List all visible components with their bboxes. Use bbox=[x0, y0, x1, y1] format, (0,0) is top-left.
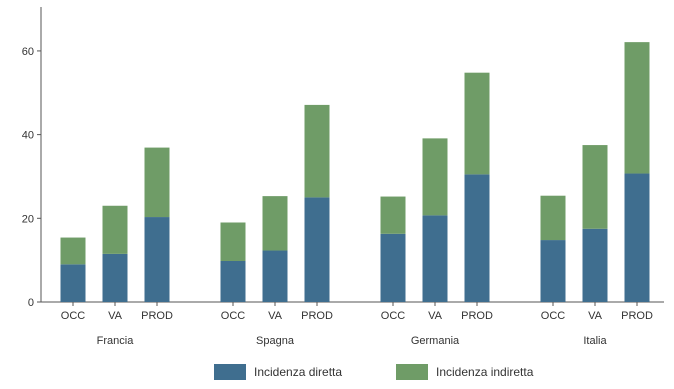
bar-segment-diretta bbox=[144, 217, 170, 302]
x-labels: OCC VA PROD OCC VA PROD OCC VA PROD OCC VA PROD Fran… bbox=[61, 310, 653, 347]
bar-segment-diretta bbox=[102, 253, 128, 302]
group-label: Germania bbox=[411, 335, 460, 347]
legend-label: Incidenza diretta bbox=[254, 365, 342, 379]
x-tick-label: PROD bbox=[141, 310, 173, 322]
bar-segment-indiretta bbox=[464, 72, 490, 175]
legend-item-diretta: Incidenza diretta bbox=[214, 364, 342, 380]
y-tick-label: 0 bbox=[28, 297, 34, 309]
x-tick-label: VA bbox=[588, 310, 603, 322]
legend-swatch bbox=[396, 364, 428, 380]
legend: Incidenza diretta Incidenza indiretta bbox=[214, 364, 534, 380]
x-tick-label: OCC bbox=[221, 310, 246, 322]
bar-segment-indiretta bbox=[582, 145, 608, 229]
bars bbox=[60, 42, 650, 302]
x-tick-label: PROD bbox=[301, 310, 333, 322]
group-label: Francia bbox=[97, 335, 135, 347]
bar-segment-indiretta bbox=[60, 237, 86, 265]
x-tick-label: VA bbox=[428, 310, 443, 322]
bar-segment-indiretta bbox=[220, 222, 246, 261]
bar-segment-diretta bbox=[422, 215, 448, 302]
bar-segment-diretta bbox=[380, 233, 406, 302]
bar-segment-indiretta bbox=[262, 196, 288, 251]
bar-segment-indiretta bbox=[540, 195, 566, 241]
bar-segment-diretta bbox=[624, 173, 650, 302]
x-tick-label: OCC bbox=[381, 310, 406, 322]
y-tick-label: 60 bbox=[22, 46, 34, 58]
x-tick-label: OCC bbox=[541, 310, 566, 322]
bar-segment-indiretta bbox=[144, 147, 170, 218]
legend-swatch bbox=[214, 364, 246, 380]
bar-segment-diretta bbox=[582, 228, 608, 302]
x-tick-label: PROD bbox=[461, 310, 493, 322]
x-tick-label: OCC bbox=[61, 310, 86, 322]
bar-segment-indiretta bbox=[304, 104, 330, 198]
bar-segment-diretta bbox=[262, 250, 288, 302]
bar-segment-indiretta bbox=[102, 205, 128, 254]
group-label: Spagna bbox=[256, 335, 295, 347]
bar-segment-indiretta bbox=[624, 42, 650, 174]
legend-item-indiretta: Incidenza indiretta bbox=[396, 364, 534, 380]
y-tick-label: 40 bbox=[22, 130, 34, 142]
bar-segment-indiretta bbox=[380, 196, 406, 234]
bar-segment-diretta bbox=[60, 264, 86, 302]
bar-segment-diretta bbox=[220, 260, 246, 302]
bar-segment-diretta bbox=[464, 174, 490, 302]
bar-segment-indiretta bbox=[422, 138, 448, 216]
bar-segment-diretta bbox=[304, 197, 330, 302]
bar-segment-diretta bbox=[540, 240, 566, 302]
y-tick-label: 20 bbox=[22, 213, 34, 225]
group-label: Italia bbox=[583, 335, 607, 347]
legend-label: Incidenza indiretta bbox=[436, 365, 534, 379]
x-tick-label: VA bbox=[108, 310, 123, 322]
x-tick-label: VA bbox=[268, 310, 283, 322]
x-tick-label: PROD bbox=[621, 310, 653, 322]
